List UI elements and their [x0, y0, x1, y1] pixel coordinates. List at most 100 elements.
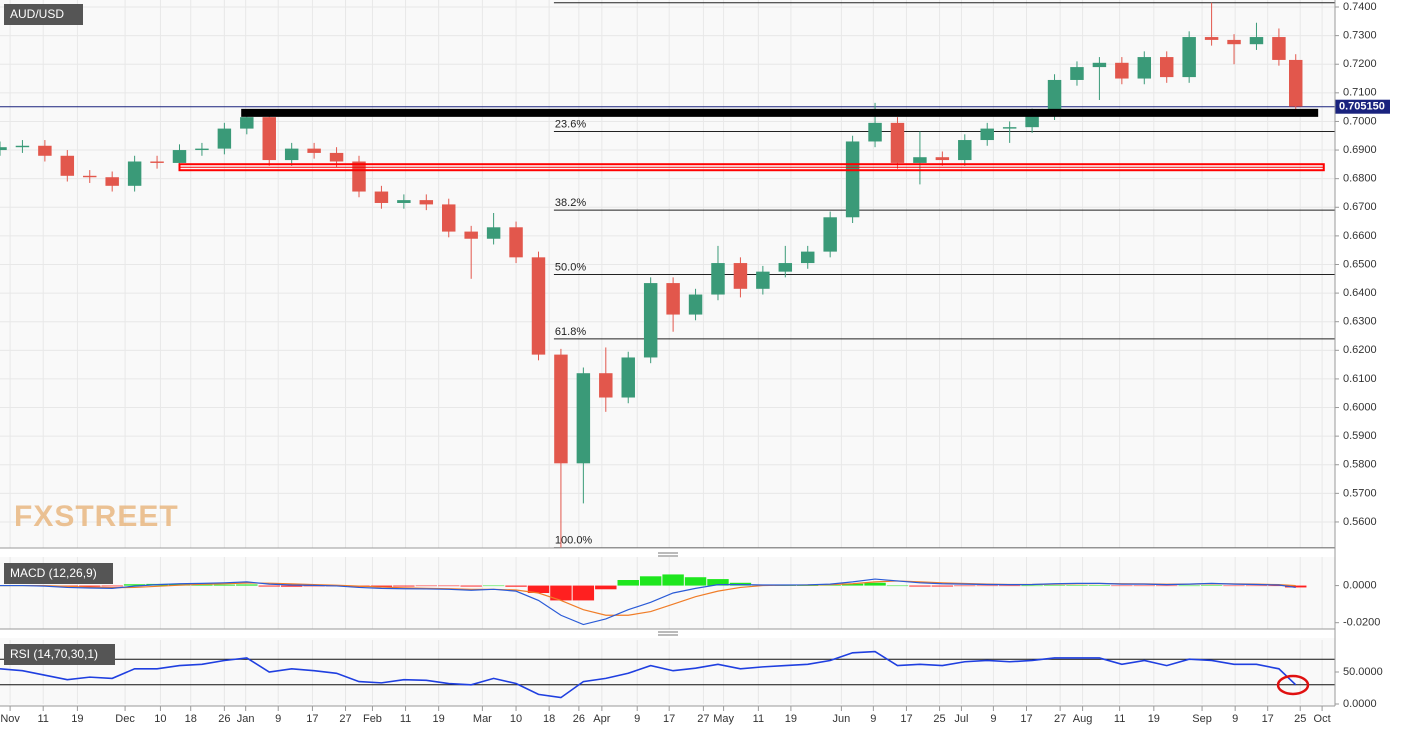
x-tick-label: 27 — [1054, 713, 1066, 725]
candle-body — [935, 157, 950, 161]
y-tick-label: 0.0000 — [1343, 579, 1377, 591]
candle-body — [599, 373, 613, 398]
rsi-panel — [0, 638, 1335, 706]
histogram-bar — [482, 585, 505, 587]
y-tick-label: 0.7300 — [1343, 30, 1377, 42]
y-tick-label: 50.0000 — [1343, 666, 1383, 678]
histogram-bar — [1245, 585, 1268, 587]
candle-body — [105, 177, 119, 186]
x-tick-label: 19 — [1148, 713, 1160, 725]
histogram-bar — [1133, 585, 1156, 587]
histogram-bar — [864, 582, 886, 586]
candle-body — [442, 204, 456, 232]
candle-body — [958, 140, 972, 161]
candle-body — [0, 147, 7, 151]
x-tick-label: Nov — [0, 713, 20, 725]
x-tick-label: 26 — [573, 713, 585, 725]
histogram-bar — [236, 584, 258, 586]
fib-label: 50.0% — [555, 261, 586, 273]
candle-body — [329, 152, 344, 162]
candle-body — [688, 294, 703, 315]
y-tick-label: 0.5700 — [1343, 487, 1377, 499]
candle-body — [352, 161, 366, 192]
x-tick-label: 17 — [1262, 713, 1274, 725]
candle-body — [60, 155, 75, 176]
histogram-bar — [527, 585, 550, 593]
x-tick-label: 9 — [870, 713, 876, 725]
x-tick-label: 11 — [400, 713, 411, 725]
histogram-bar — [1200, 585, 1223, 586]
candle-body — [666, 283, 680, 315]
histogram-bar — [1043, 585, 1066, 586]
x-tick-label: Feb — [363, 713, 382, 725]
last-price-box — [1335, 99, 1390, 114]
candle-body — [1070, 67, 1084, 80]
histogram-bar — [617, 580, 639, 586]
x-tick-label: 27 — [697, 713, 709, 725]
candle-body — [464, 231, 478, 239]
histogram-bar — [438, 585, 460, 587]
histogram-bar — [191, 584, 213, 586]
candle-body — [83, 175, 97, 178]
rsi-title: RSI (14,70,30,1) — [10, 647, 98, 661]
title-box — [4, 644, 115, 665]
candle-body — [756, 271, 770, 289]
candle-body — [217, 128, 232, 149]
x-tick-label: 25 — [1294, 713, 1306, 725]
histogram-bar — [1088, 585, 1111, 586]
y-tick-label: 0.6200 — [1343, 344, 1377, 356]
x-tick-label: 9 — [275, 713, 281, 725]
y-tick-label: 0.5800 — [1343, 459, 1377, 471]
x-tick-label: 9 — [1232, 713, 1238, 725]
candle-body — [150, 161, 164, 163]
y-tick-label: 0.5600 — [1343, 516, 1377, 528]
histogram-bar — [886, 585, 909, 587]
candle-body — [374, 191, 389, 203]
x-tick-label: 11 — [1114, 713, 1125, 725]
histogram-bar — [280, 585, 303, 587]
histogram-bar — [1285, 585, 1307, 588]
candle-body — [172, 150, 187, 163]
candle-body — [711, 263, 725, 295]
candle-body — [419, 200, 434, 205]
y-tick-label: 0.6900 — [1343, 144, 1377, 156]
candle-body — [486, 227, 501, 239]
histogram-bar — [1021, 585, 1043, 587]
x-tick-label: Oct — [1314, 713, 1331, 725]
candle-body — [980, 128, 994, 141]
histogram-bar — [415, 585, 438, 587]
candle-body — [1047, 79, 1062, 115]
candle-body — [576, 373, 591, 464]
histogram-bar — [123, 584, 146, 586]
fib-label: 61.8% — [555, 326, 586, 338]
y-tick-label: 0.6600 — [1343, 230, 1377, 242]
candle-body — [1182, 37, 1196, 78]
candle-body — [240, 117, 254, 129]
candle-body — [284, 148, 299, 161]
candle-body — [1249, 37, 1264, 45]
histogram-bar — [819, 585, 841, 586]
x-tick-label: 11 — [753, 713, 764, 725]
histogram-bar — [1268, 585, 1290, 587]
x-tick-label: 11 — [37, 713, 48, 725]
macd-line — [0, 578, 1296, 626]
histogram-bar — [797, 585, 819, 586]
histogram-bar — [639, 576, 662, 586]
candle-body — [1272, 37, 1286, 60]
fib-label: 100.0% — [555, 535, 593, 547]
y-tick-label: 0.7200 — [1343, 58, 1377, 70]
candle-body — [913, 157, 927, 163]
histogram-bar — [370, 585, 393, 587]
histogram-bar — [213, 584, 236, 586]
candle-body — [307, 148, 321, 153]
rsi-line — [0, 650, 1297, 699]
x-tick-label: 17 — [1020, 713, 1032, 725]
histogram-bar — [101, 585, 123, 587]
candle-body — [1115, 62, 1129, 79]
y-tick-label: 0.6300 — [1343, 316, 1377, 328]
candle-body — [531, 257, 546, 355]
histogram-bar — [954, 585, 976, 587]
candle-body — [801, 251, 815, 264]
fib-label: 23.6% — [555, 118, 586, 130]
